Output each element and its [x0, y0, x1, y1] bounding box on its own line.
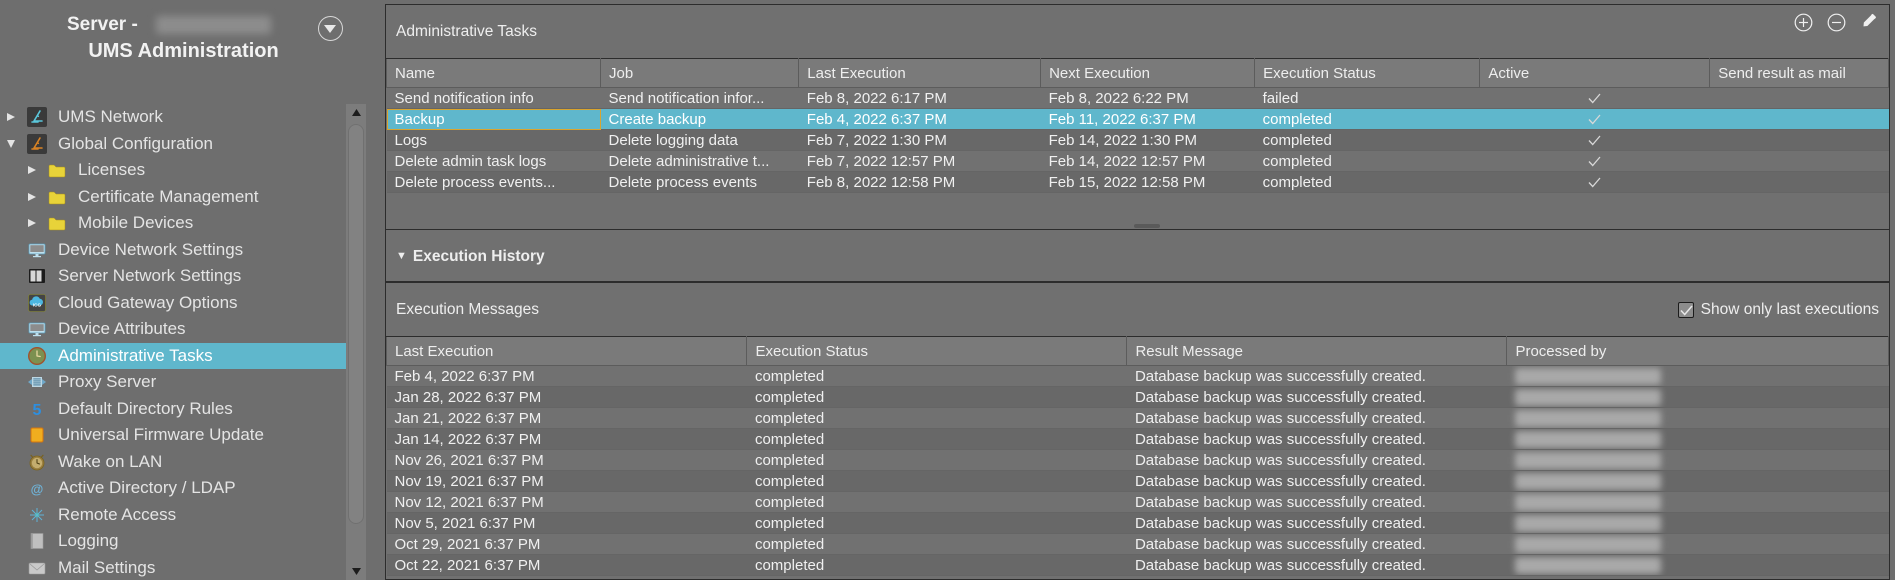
svg-text:ICG: ICG — [33, 302, 42, 307]
svg-text:5: 5 — [33, 402, 42, 419]
svg-text:@: @ — [31, 482, 44, 497]
